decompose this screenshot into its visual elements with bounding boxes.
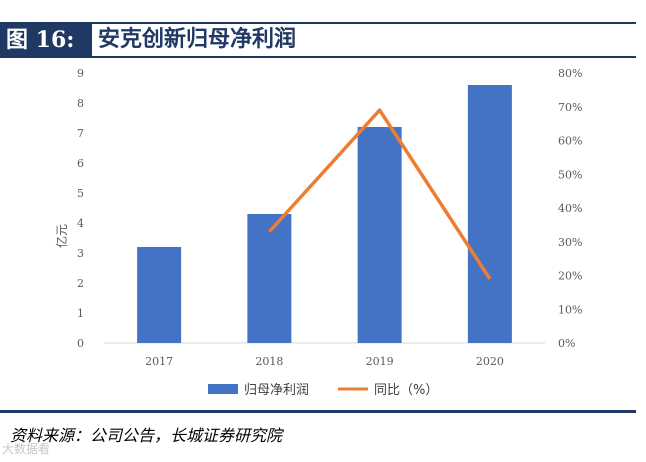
y-axis-label: 亿元	[54, 224, 69, 248]
y2-tick-label-2: 20%	[558, 270, 582, 283]
y-tick-label-7: 7	[77, 127, 84, 140]
chart-line	[268, 108, 492, 280]
bottom-divider	[0, 410, 636, 413]
x-tick-label-0: 2017	[145, 355, 173, 368]
y-tick-label-2: 2	[77, 277, 84, 290]
bar-2018	[247, 214, 292, 343]
y-tick-label-6: 6	[77, 157, 84, 170]
figure-title-box: 安克创新归母净利润	[92, 24, 636, 56]
y2-tick-label-7: 70%	[558, 101, 582, 114]
x-tick-label-3: 2020	[476, 355, 504, 368]
x-tick-label-1: 2018	[255, 355, 283, 368]
legend-label-bar: 归母净利润	[244, 383, 309, 398]
y2-tick-label-0: 0%	[558, 337, 575, 350]
source-note: 资料来源：公司公告，长城证券研究院	[10, 426, 283, 445]
chart-bars	[137, 85, 512, 343]
bar-2017	[137, 247, 182, 343]
chart: 0 1 2 3 4 5 6 7 8 9 0% 10% 20% 30% 40% 50% 60% 70% 80% 亿元 20…	[54, 67, 582, 398]
y2-tick-label-3: 30%	[558, 236, 582, 249]
chart-legend: 归母净利润 同比（%）	[208, 383, 438, 398]
figure-title: 安克创新归母净利润	[98, 27, 297, 52]
y-tick-label-4: 4	[77, 217, 84, 230]
y-tick-label-5: 5	[77, 187, 84, 200]
y2-tick-label-5: 50%	[558, 168, 582, 181]
line-series-yoy	[268, 108, 492, 280]
figure-title-bar: 图 16: 安克创新归母净利润	[0, 22, 636, 58]
y-tick-label-1: 1	[77, 307, 84, 320]
y2-tick-label-4: 40%	[558, 202, 582, 215]
chart-axes: 0 1 2 3 4 5 6 7 8 9 0% 10% 20% 30% 40% 50% 60% 70% 80% 亿元 20…	[54, 67, 582, 368]
y2-tick-label-8: 80%	[558, 67, 582, 80]
y-tick-label-9: 9	[77, 67, 84, 80]
legend-swatch-bar	[208, 384, 238, 394]
y2-tick-label-6: 60%	[558, 135, 582, 148]
figure-number: 图 16:	[6, 27, 75, 53]
y2-tick-label-1: 10%	[558, 303, 582, 316]
y-tick-label-0: 0	[77, 337, 84, 350]
legend-label-line: 同比（%）	[374, 383, 438, 398]
x-tick-label-2: 2019	[366, 355, 394, 368]
bar-2019	[357, 127, 402, 343]
y-tick-label-3: 3	[77, 247, 84, 260]
bar-2020	[467, 85, 512, 343]
watermark: 大数据看	[2, 442, 51, 456]
y-tick-label-8: 8	[77, 97, 84, 110]
